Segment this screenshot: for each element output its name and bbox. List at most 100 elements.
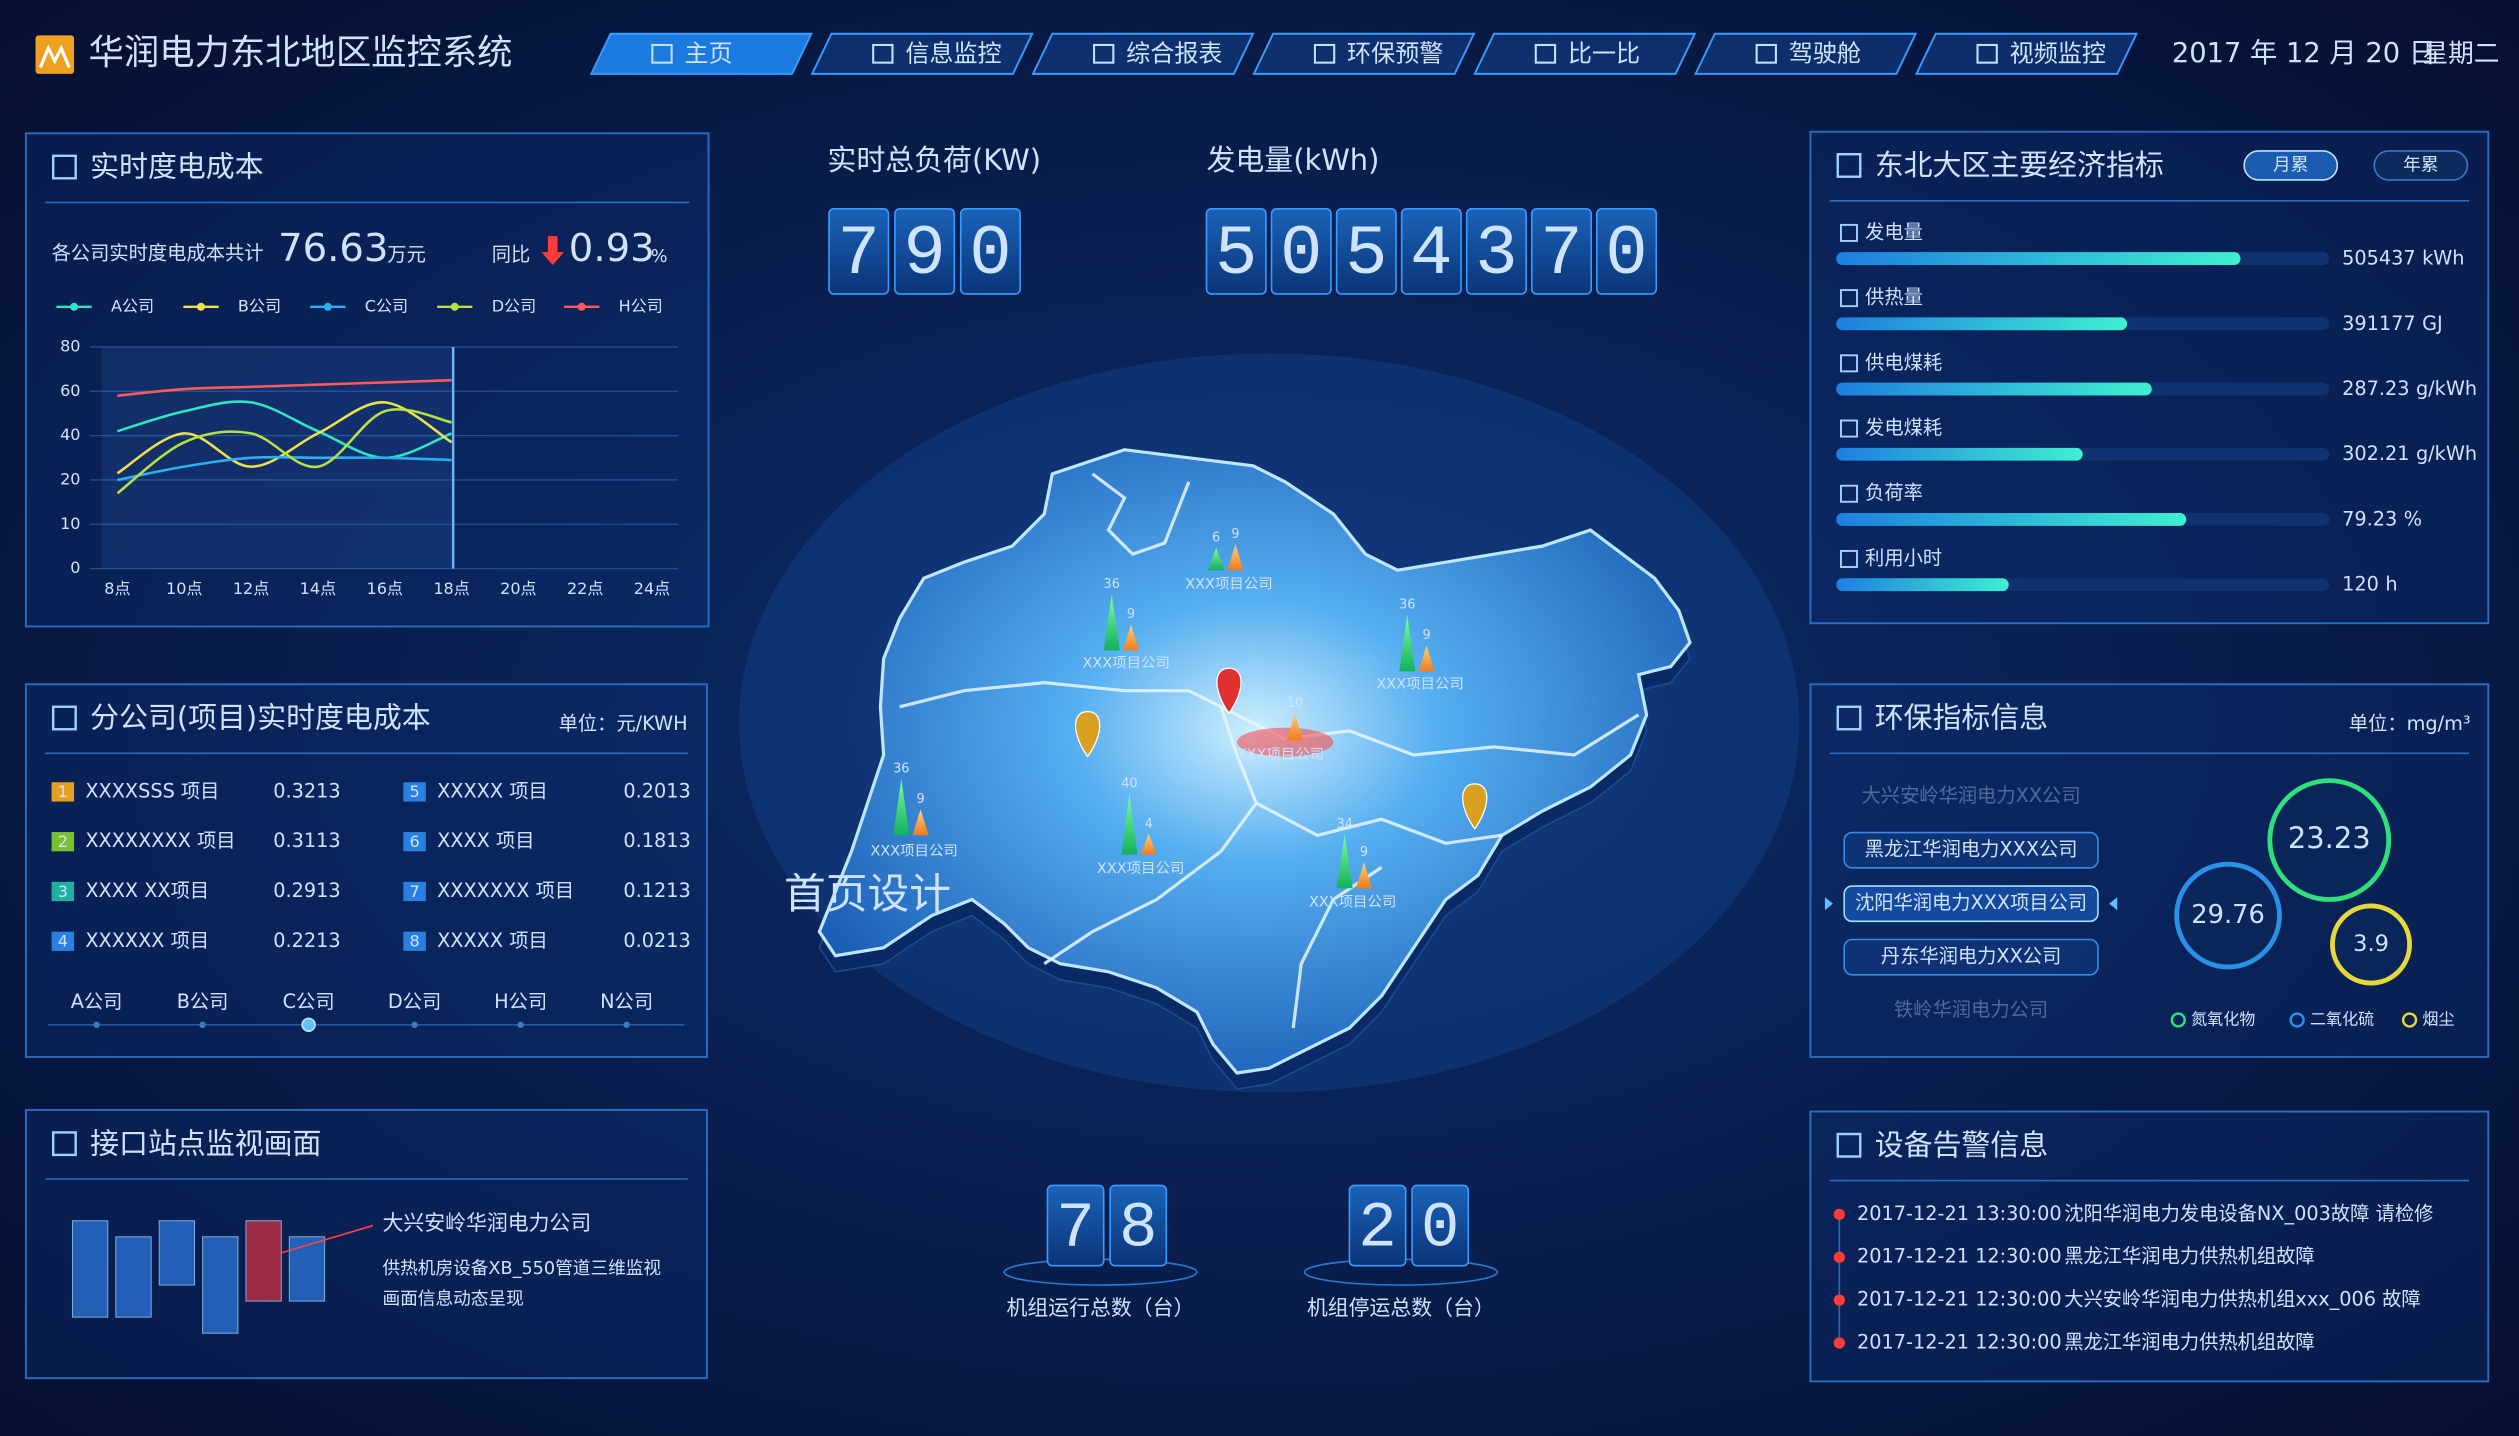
panel-title: 环保指标信息 bbox=[1875, 701, 2048, 735]
company-tab[interactable]: H公司 bbox=[494, 990, 547, 1013]
metric-icon bbox=[1840, 484, 1858, 503]
site-description: 供热机房设备XB_550管道三维监视 bbox=[382, 1258, 661, 1279]
rank-badge bbox=[51, 881, 75, 902]
equipment-block bbox=[245, 1220, 282, 1302]
project-label: XXX项目公司 bbox=[1082, 655, 1169, 671]
equipment-block bbox=[288, 1236, 326, 1302]
metric-name: 供热量 bbox=[1865, 286, 1923, 309]
digit-tile bbox=[1205, 208, 1267, 295]
nav-tab[interactable] bbox=[1031, 32, 1255, 75]
project-label: XXX项目公司 bbox=[1309, 895, 1396, 911]
nav-tab[interactable] bbox=[1694, 32, 1918, 75]
metric-value: 505437 kWh bbox=[2342, 246, 2464, 269]
yoy-value: 0.93 bbox=[569, 226, 655, 271]
metric-number: 287.23 bbox=[2342, 377, 2409, 400]
metric-bar bbox=[1836, 252, 2241, 266]
company-name[interactable]: 大兴安岭华润电力XX公司 bbox=[1862, 784, 2081, 807]
project-label: XXX项目公司 bbox=[870, 843, 957, 859]
rank-badge bbox=[51, 931, 75, 951]
indicator-bubble bbox=[2267, 778, 2392, 902]
project-bar bbox=[1286, 713, 1303, 741]
nav-tab[interactable] bbox=[1914, 32, 2139, 75]
period-tab-label[interactable]: 年累 bbox=[2403, 154, 2438, 175]
digit-value: 790 bbox=[838, 215, 1036, 295]
nav-tab[interactable] bbox=[1252, 32, 1476, 75]
indicator-value: 3.9 bbox=[2353, 931, 2389, 957]
project-label: XXX项目公司 bbox=[1237, 747, 1324, 763]
panel bbox=[1809, 1110, 2490, 1383]
x-tick-label: 12点 bbox=[233, 579, 269, 598]
project-bar-label: 36 bbox=[1399, 598, 1415, 613]
metric-icon bbox=[1840, 223, 1858, 242]
x-tick-label: 8点 bbox=[104, 579, 130, 598]
nav-label[interactable]: 环保预警 bbox=[1347, 40, 1443, 68]
digit-tile bbox=[1335, 208, 1397, 295]
legend-label: C公司 bbox=[365, 296, 408, 315]
metric-unit: g/kWh bbox=[2416, 442, 2477, 465]
project-bar bbox=[1399, 614, 1416, 672]
x-tick-label: 16点 bbox=[366, 579, 402, 598]
x-tick-label: 20点 bbox=[500, 579, 536, 598]
item-value: 0.2913 bbox=[273, 879, 340, 902]
metric-bar bbox=[1836, 447, 2083, 461]
nav-icon bbox=[1534, 43, 1557, 64]
panel-title: 接口站点监视画面 bbox=[90, 1126, 321, 1160]
company-tab[interactable]: C公司 bbox=[283, 990, 335, 1013]
tab-dot bbox=[411, 1021, 418, 1029]
period-tab[interactable] bbox=[2373, 150, 2469, 181]
metric-bar bbox=[1836, 578, 2009, 592]
digit-tile bbox=[1400, 208, 1462, 295]
nav-icon bbox=[651, 43, 673, 64]
rank-number: 1 bbox=[58, 782, 68, 801]
legend-dot bbox=[70, 302, 79, 311]
metric-name: 负荷率 bbox=[1865, 481, 1923, 504]
metric-unit: GJ bbox=[2422, 311, 2443, 334]
metric-unit: % bbox=[2404, 507, 2422, 530]
company-tab[interactable]: B公司 bbox=[177, 990, 229, 1013]
company-name[interactable]: 沈阳华润电力XXX项目公司 bbox=[1855, 891, 2087, 914]
hotspot bbox=[1237, 727, 1334, 757]
nav-label[interactable]: 驾驶舱 bbox=[1789, 40, 1861, 68]
company-name[interactable]: 铁岭华润电力公司 bbox=[1894, 998, 2048, 1021]
alarm-dot bbox=[1833, 1294, 1845, 1306]
company-name[interactable]: 黑龙江华润电力XXX公司 bbox=[1865, 838, 2078, 861]
company-tab[interactable]: N公司 bbox=[600, 990, 653, 1013]
x-tick-label: 10点 bbox=[166, 579, 202, 598]
weekday: 星期二 bbox=[2422, 39, 2499, 69]
map-boundary bbox=[1255, 801, 1503, 845]
series-line bbox=[117, 378, 452, 397]
company-box[interactable] bbox=[1843, 831, 2099, 869]
legend-label: D公司 bbox=[492, 296, 536, 315]
rank-badge bbox=[403, 881, 426, 902]
x-tick-label: 18点 bbox=[433, 579, 469, 598]
nav-label[interactable]: 主页 bbox=[684, 40, 732, 68]
nav-tab[interactable] bbox=[1473, 32, 1697, 75]
nav-tab[interactable] bbox=[810, 32, 1034, 75]
logo-mark bbox=[38, 44, 71, 69]
period-tab[interactable] bbox=[2243, 150, 2339, 181]
rank-number: 4 bbox=[58, 932, 68, 951]
yoy-label: 同比 bbox=[492, 243, 531, 266]
project-bar-label: 6 bbox=[1212, 530, 1220, 545]
y-tick-label: 40 bbox=[60, 425, 80, 444]
company-box[interactable] bbox=[1843, 938, 2099, 976]
company-tab[interactable]: A公司 bbox=[71, 990, 123, 1013]
rank-number: 6 bbox=[409, 832, 419, 851]
total-value: 76.63 bbox=[278, 226, 388, 271]
nav-label[interactable]: 视频监控 bbox=[2010, 40, 2106, 68]
nav-tab[interactable] bbox=[589, 32, 813, 75]
period-tab-label[interactable]: 月累 bbox=[2273, 154, 2308, 175]
site-name: 大兴安岭华润电力公司 bbox=[382, 1211, 591, 1235]
nav-icon bbox=[1976, 43, 1998, 64]
digit-value: 5054370 bbox=[1215, 215, 1670, 295]
rank-number: 8 bbox=[409, 932, 419, 951]
tab-dot bbox=[301, 1017, 316, 1033]
company-name[interactable]: 丹东华润电力XX公司 bbox=[1881, 945, 2062, 968]
nav-label[interactable]: 信息监控 bbox=[905, 40, 1001, 68]
metric-name: 发电煤耗 bbox=[1865, 416, 1942, 439]
nav-label[interactable]: 比一比 bbox=[1568, 40, 1640, 68]
company-tab[interactable]: D公司 bbox=[388, 990, 441, 1013]
map-pin bbox=[1075, 710, 1101, 758]
company-box[interactable] bbox=[1843, 885, 2099, 923]
nav-label[interactable]: 综合报表 bbox=[1126, 40, 1222, 68]
